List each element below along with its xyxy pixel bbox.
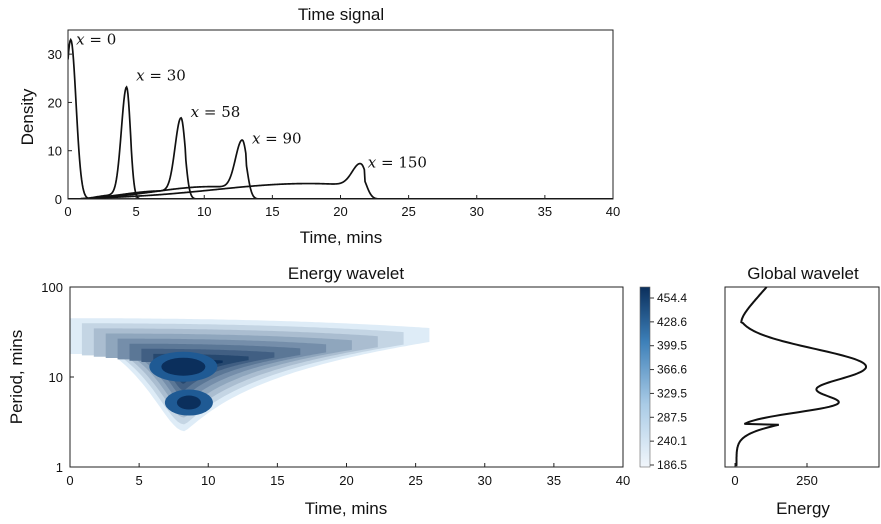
energy-wavelet-panel: Energy wavelet 0 5 10 15 20 25 30 35 40 1 10 100 T… (7, 264, 630, 518)
xtick-label: 0 (731, 473, 738, 488)
global-wavelet-axes-box (724, 286, 880, 468)
series-line-0 (68, 37, 613, 199)
series-line-150 (68, 162, 613, 199)
ytick-label: 30 (48, 47, 62, 62)
xtick-label: 5 (136, 473, 143, 488)
energy-wavelet-ylabel: Period, mins (7, 330, 26, 424)
annotation-58: x = 58 (191, 103, 241, 121)
xtick-label: 10 (197, 204, 211, 219)
xtick-label: 40 (606, 204, 620, 219)
time-signal-xlabel: Time, mins (300, 228, 383, 247)
energy-wavelet-title: Energy wavelet (288, 264, 405, 283)
xtick-label: 15 (270, 473, 284, 488)
annotation-150: x = 150 (368, 154, 427, 172)
time-signal-annotations: x = 0 x = 30 x = 58 x = 90 x = 150 (76, 30, 427, 171)
ytick-label: 10 (49, 370, 63, 385)
time-signal-curves (68, 37, 613, 199)
xtick-label: 15 (265, 204, 279, 219)
global-wavelet-xticks: 0 250 (731, 463, 818, 488)
colorbar-tick-label: 240.1 (657, 434, 687, 448)
xtick-label: 0 (66, 473, 73, 488)
xtick-label: 30 (478, 473, 492, 488)
xtick-label: 30 (470, 204, 484, 219)
colorbar-ticks: 454.4 428.6 399.5 366.6 329.5 287.5 240.1 186.5 (650, 291, 687, 472)
xtick-label: 35 (547, 473, 561, 488)
colorbar-gradient (639, 286, 651, 468)
xtick-label: 0 (64, 204, 71, 219)
xtick-label: 25 (408, 473, 422, 488)
xtick-label: 20 (339, 473, 353, 488)
series-line-90 (68, 139, 613, 199)
global-wavelet-title: Global wavelet (747, 264, 859, 283)
global-wavelet-xlabel: Energy (776, 499, 830, 518)
series-line-30 (68, 85, 613, 199)
annotation-0: x = 0 (76, 30, 116, 48)
ytick-label: 10 (48, 144, 62, 159)
energy-wavelet-xticks: 0 5 10 15 20 25 30 35 40 (66, 463, 630, 488)
time-signal-axes-box (67, 29, 614, 200)
annotation-90: x = 90 (252, 129, 302, 147)
colorbar: 454.4 428.6 399.5 366.6 329.5 287.5 240.1 186.5 (639, 286, 687, 472)
global-wavelet-panel: Global wavelet 0 250 Energy (724, 264, 880, 518)
colorbar-tick-label: 329.5 (657, 386, 687, 400)
xtick-label: 5 (133, 204, 140, 219)
energy-wavelet-contours (70, 318, 430, 432)
xtick-label: 10 (201, 473, 215, 488)
global-wavelet-curve (735, 286, 867, 467)
time-signal-xticks: 0 5 10 15 20 25 30 35 40 (64, 195, 620, 219)
ytick-label: 20 (48, 95, 62, 110)
ytick-label: 0 (55, 192, 62, 207)
series-line-58 (68, 116, 613, 199)
energy-wavelet-yticks: 1 10 100 (41, 280, 74, 475)
time-signal-yticks: 0 10 20 30 (48, 47, 72, 207)
colorbar-tick-label: 454.4 (657, 291, 687, 305)
xtick-label: 25 (401, 204, 415, 219)
time-signal-title: Time signal (298, 5, 384, 24)
colorbar-tick-label: 287.5 (657, 410, 687, 424)
colorbar-tick-label: 186.5 (657, 458, 687, 472)
global-wavelet-line (735, 286, 867, 467)
colorbar-tick-label: 399.5 (657, 339, 687, 353)
ytick-label: 100 (41, 280, 63, 295)
colorbar-tick-label: 428.6 (657, 315, 687, 329)
xtick-label: 35 (538, 204, 552, 219)
energy-wavelet-xlabel: Time, mins (305, 499, 388, 518)
annotation-30: x = 30 (136, 67, 186, 85)
colorbar-tick-label: 366.6 (657, 363, 687, 377)
ytick-label: 1 (56, 460, 63, 475)
time-signal-panel: Time signal 0 5 10 15 20 25 30 35 40 0 10 20 30 Tim… (18, 5, 620, 247)
maximum-core (176, 395, 201, 410)
xtick-label: 20 (333, 204, 347, 219)
xtick-label: 40 (616, 473, 630, 488)
time-signal-ylabel: Density (18, 88, 37, 145)
maximum-core (161, 357, 206, 376)
xtick-label: 250 (796, 473, 818, 488)
